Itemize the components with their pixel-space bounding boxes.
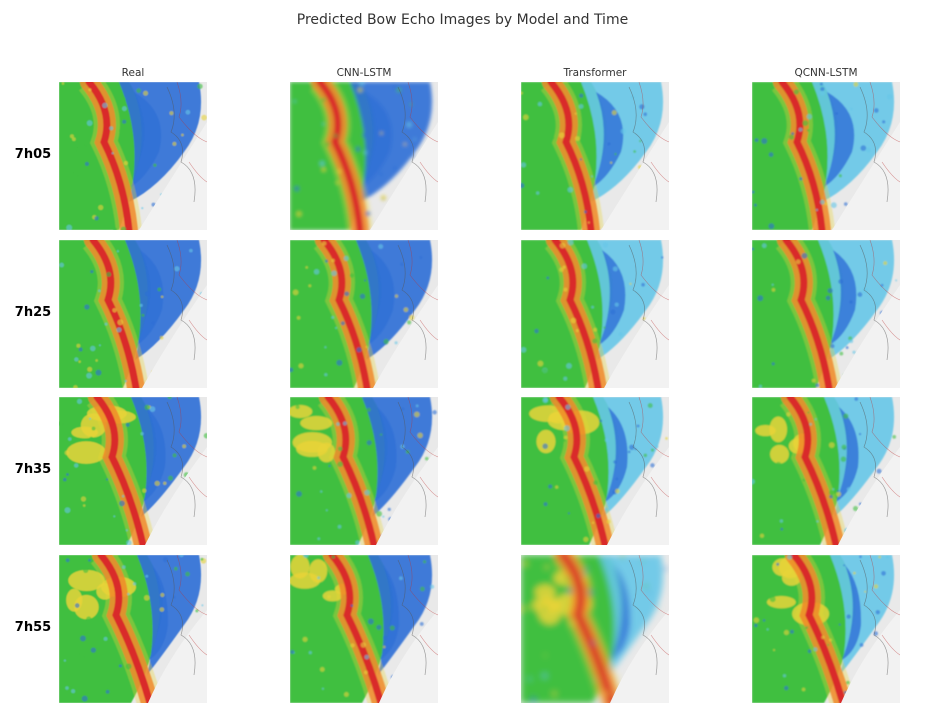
column-label-real: Real xyxy=(121,67,145,79)
radar-image-qcnn-lstm-7h35 xyxy=(752,397,900,545)
row-label-7h05: 7h05 xyxy=(14,147,52,162)
radar-image-real-7h25 xyxy=(59,240,207,388)
radar-image-cnn-lstm-7h05 xyxy=(290,82,438,230)
radar-image-cnn-lstm-7h55 xyxy=(290,555,438,703)
radar-image-qcnn-lstm-7h55 xyxy=(752,555,900,703)
radar-image-real-7h35 xyxy=(59,397,207,545)
row-label-7h25: 7h25 xyxy=(14,305,52,320)
radar-image-cnn-lstm-7h35 xyxy=(290,397,438,545)
column-label-qcnn-lstm: QCNN-LSTM xyxy=(794,67,858,79)
radar-image-qcnn-lstm-7h25 xyxy=(752,240,900,388)
radar-image-qcnn-lstm-7h05 xyxy=(752,82,900,230)
column-label-cnn-lstm: CNN-LSTM xyxy=(336,67,392,79)
radar-image-real-7h55 xyxy=(59,555,207,703)
figure-title: Predicted Bow Echo Images by Model and T… xyxy=(296,12,629,28)
column-label-transformer: Transformer xyxy=(563,67,627,79)
radar-image-transformer-7h35 xyxy=(521,397,669,545)
radar-image-cnn-lstm-7h25 xyxy=(290,240,438,388)
radar-image-transformer-7h55 xyxy=(521,555,669,703)
radar-image-transformer-7h05 xyxy=(521,82,669,230)
radar-image-transformer-7h25 xyxy=(521,240,669,388)
row-label-7h35: 7h35 xyxy=(14,462,52,477)
radar-image-real-7h05 xyxy=(59,82,207,230)
row-label-7h55: 7h55 xyxy=(14,620,52,635)
